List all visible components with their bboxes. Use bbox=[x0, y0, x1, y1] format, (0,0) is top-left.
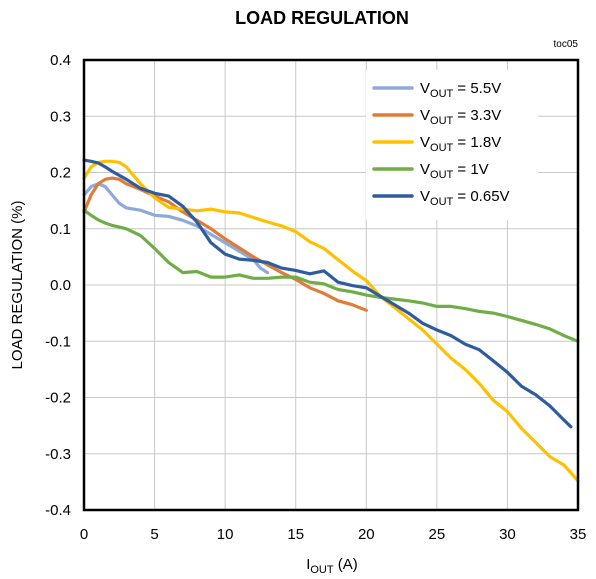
x-tick-labels: 0 5 10 15 20 25 30 35 bbox=[80, 526, 587, 543]
x-tick-label: 35 bbox=[570, 526, 587, 543]
x-tick-label: 20 bbox=[358, 526, 375, 543]
legend-label-5: VOUT = 0.65V bbox=[420, 188, 510, 208]
legend-label-main: V bbox=[420, 161, 430, 178]
series-line-4 bbox=[82, 208, 580, 343]
y-tick-label: -0.3 bbox=[45, 446, 71, 463]
x-axis-label-main: I bbox=[306, 556, 310, 573]
x-axis-label-suffix: (A) bbox=[334, 556, 358, 573]
legend-label-main: V bbox=[420, 188, 430, 205]
chart-title: LOAD REGULATION bbox=[235, 8, 409, 28]
y-tick-label: 0.0 bbox=[50, 277, 71, 294]
y-tick-label: -0.4 bbox=[45, 502, 71, 519]
y-tick-label: 0.2 bbox=[50, 165, 71, 182]
y-tick-label: 0.1 bbox=[50, 221, 71, 238]
legend-label-suffix: = 0.65V bbox=[453, 188, 509, 205]
x-tick-label: 0 bbox=[80, 526, 88, 543]
legend-label-sub: OUT bbox=[430, 88, 454, 100]
plot-frame bbox=[82, 58, 580, 512]
series-line-5 bbox=[82, 158, 573, 429]
x-axis-label-sub: OUT bbox=[310, 564, 334, 576]
figure-tag: toc05 bbox=[554, 39, 579, 50]
legend-label-2: VOUT = 3.3V bbox=[420, 107, 501, 127]
legend-label-suffix: = 5.5V bbox=[453, 80, 501, 97]
x-tick-label: 30 bbox=[499, 526, 516, 543]
legend-label-suffix: = 1V bbox=[453, 161, 488, 178]
legend-label-suffix: = 1.8V bbox=[453, 134, 501, 151]
legend-label-4: VOUT = 1V bbox=[420, 161, 489, 181]
legend-label-main: V bbox=[420, 107, 430, 124]
x-tick-label: 10 bbox=[217, 526, 234, 543]
legend-label-main: V bbox=[420, 80, 430, 97]
legend-label-sub: OUT bbox=[430, 115, 454, 127]
y-tick-label: 0.4 bbox=[50, 52, 71, 69]
x-tick-label: 15 bbox=[287, 526, 304, 543]
y-tick-label: -0.1 bbox=[45, 333, 71, 350]
series-lines bbox=[82, 158, 580, 483]
y-tick-label: -0.2 bbox=[45, 390, 71, 407]
legend-label-sub: OUT bbox=[430, 169, 454, 181]
y-tick-labels: 0.4 0.3 0.2 0.1 0.0 -0.1 -0.2 -0.3 -0.4 bbox=[45, 52, 71, 519]
y-axis-label: LOAD REGULATION (%) bbox=[9, 201, 26, 370]
x-tick-label: 25 bbox=[429, 526, 446, 543]
legend-label-3: VOUT = 1.8V bbox=[420, 134, 501, 154]
legend-label-sub: OUT bbox=[430, 196, 454, 208]
legend-label-suffix: = 3.3V bbox=[453, 107, 501, 124]
legend-label-main: V bbox=[420, 134, 430, 151]
series-line-1 bbox=[82, 182, 270, 275]
legend-label-sub: OUT bbox=[430, 142, 454, 154]
x-tick-label: 5 bbox=[150, 526, 158, 543]
x-axis-label: IOUT (A) bbox=[306, 556, 358, 576]
series-line-2 bbox=[82, 176, 368, 312]
series-line-3 bbox=[82, 159, 580, 483]
y-tick-label: 0.3 bbox=[50, 108, 71, 125]
legend-label-1: VOUT = 5.5V bbox=[420, 80, 501, 100]
